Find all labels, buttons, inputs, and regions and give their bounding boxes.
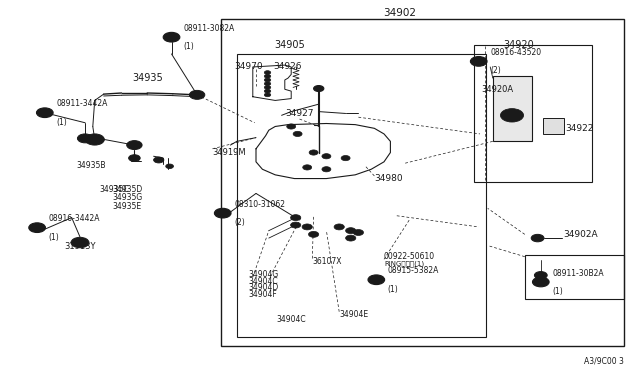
Circle shape: [314, 86, 324, 92]
Text: N: N: [169, 35, 174, 40]
Text: M: M: [35, 225, 40, 230]
Circle shape: [264, 89, 271, 93]
Bar: [221, 19, 624, 346]
Circle shape: [346, 228, 356, 234]
Text: 34904D: 34904D: [248, 283, 278, 292]
Text: 34904G: 34904G: [248, 270, 278, 279]
Text: N: N: [42, 110, 47, 115]
Text: 00922-50610: 00922-50610: [384, 252, 435, 261]
Text: 34980: 34980: [374, 174, 403, 183]
Circle shape: [291, 222, 301, 228]
Bar: [543, 118, 564, 134]
Text: (1): (1): [552, 287, 563, 296]
Circle shape: [334, 224, 344, 230]
Text: (1): (1): [183, 42, 194, 51]
Circle shape: [129, 155, 140, 161]
Text: 34935B: 34935B: [77, 161, 106, 170]
Circle shape: [264, 78, 271, 82]
Circle shape: [264, 86, 271, 89]
Circle shape: [71, 237, 89, 248]
Text: 31913Y: 31913Y: [64, 242, 96, 251]
Text: 34919M: 34919M: [212, 148, 246, 157]
Text: 08915-5382A: 08915-5382A: [388, 266, 439, 275]
Text: 34935G: 34935G: [112, 193, 142, 202]
Circle shape: [29, 223, 45, 232]
Circle shape: [532, 277, 549, 287]
Circle shape: [264, 82, 271, 86]
Circle shape: [166, 164, 173, 169]
Text: (1): (1): [388, 285, 399, 294]
Circle shape: [308, 231, 319, 237]
Circle shape: [291, 215, 301, 221]
Text: (2): (2): [490, 66, 501, 75]
Circle shape: [127, 141, 142, 150]
Text: 34902: 34902: [383, 8, 417, 18]
Text: 34902A: 34902A: [563, 230, 598, 239]
Text: 34935E: 34935E: [112, 202, 141, 211]
Text: A3/9C00 3: A3/9C00 3: [584, 356, 624, 365]
Text: (1): (1): [56, 118, 67, 126]
Circle shape: [214, 208, 231, 218]
Text: 08310-31062: 08310-31062: [234, 200, 285, 209]
Circle shape: [534, 272, 547, 279]
Text: N: N: [538, 279, 543, 285]
Circle shape: [531, 234, 544, 242]
Circle shape: [85, 134, 104, 145]
Circle shape: [264, 71, 271, 74]
Text: RINGリング(1): RINGリング(1): [384, 261, 424, 267]
Text: 34905: 34905: [274, 40, 305, 49]
Bar: [237, 54, 486, 337]
Text: 34920A: 34920A: [481, 85, 513, 94]
Text: 34970: 34970: [234, 62, 262, 71]
Text: 34926: 34926: [274, 62, 302, 71]
Text: 08911-3442A: 08911-3442A: [56, 99, 108, 108]
Circle shape: [264, 74, 271, 78]
Circle shape: [341, 155, 350, 161]
Circle shape: [189, 90, 205, 99]
Circle shape: [36, 108, 53, 118]
Text: 34935C: 34935C: [99, 185, 129, 194]
Text: M: M: [374, 277, 379, 282]
Circle shape: [470, 57, 487, 66]
Bar: [525, 255, 624, 299]
Circle shape: [264, 93, 271, 97]
Text: 08916-3442A: 08916-3442A: [49, 214, 100, 223]
Circle shape: [163, 32, 180, 42]
Circle shape: [346, 235, 356, 241]
Circle shape: [77, 134, 93, 143]
Text: 34904C: 34904C: [248, 277, 278, 286]
Text: M: M: [476, 59, 481, 64]
Text: 34922: 34922: [565, 124, 593, 133]
Text: 36107X: 36107X: [312, 257, 342, 266]
Circle shape: [303, 165, 312, 170]
Text: 34927: 34927: [285, 109, 314, 118]
Text: 34904C: 34904C: [276, 315, 306, 324]
Circle shape: [322, 167, 331, 172]
Text: 34904E: 34904E: [339, 310, 369, 319]
Text: 08911-3082A: 08911-3082A: [183, 24, 234, 33]
Text: S: S: [220, 211, 225, 216]
Bar: [493, 76, 532, 141]
Circle shape: [500, 109, 524, 122]
Text: (2): (2): [234, 218, 245, 227]
Text: (1): (1): [49, 232, 60, 241]
Text: 08916-43520: 08916-43520: [490, 48, 541, 57]
Text: 34935D: 34935D: [112, 185, 142, 194]
Text: 34904F: 34904F: [248, 290, 277, 299]
Circle shape: [302, 224, 312, 230]
Text: 08911-30B2A: 08911-30B2A: [552, 269, 604, 278]
Circle shape: [287, 124, 296, 129]
Circle shape: [293, 131, 302, 137]
Text: 34935: 34935: [132, 73, 163, 83]
Circle shape: [353, 230, 364, 235]
Circle shape: [309, 150, 318, 155]
Bar: [474, 45, 592, 182]
Circle shape: [322, 154, 331, 159]
Circle shape: [154, 157, 164, 163]
Text: 34920: 34920: [503, 40, 534, 49]
Circle shape: [368, 275, 385, 285]
